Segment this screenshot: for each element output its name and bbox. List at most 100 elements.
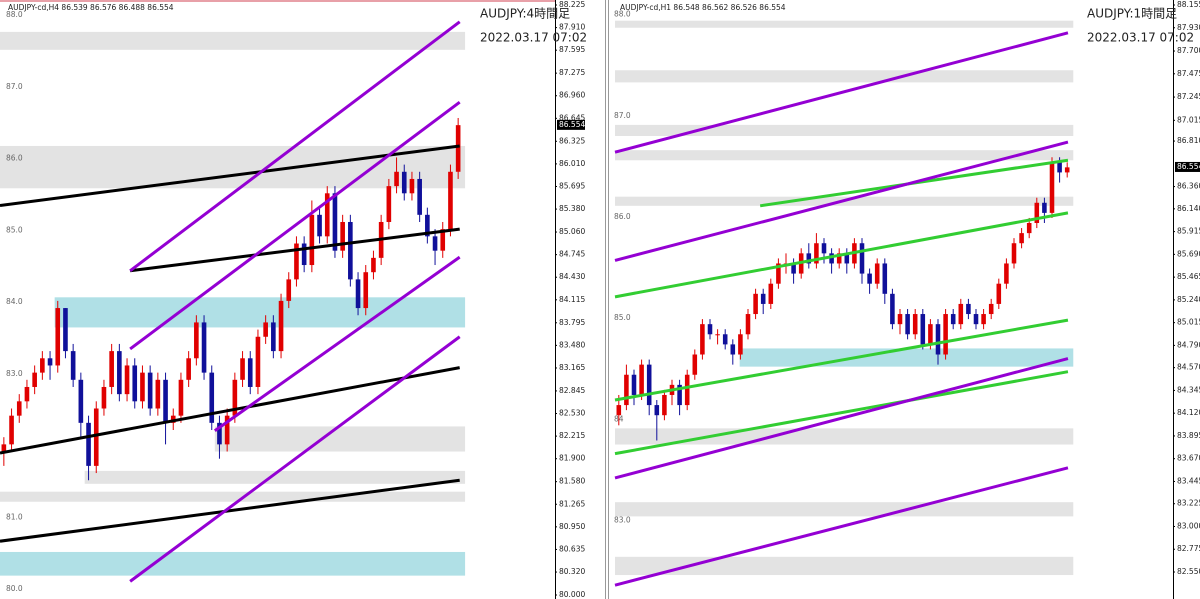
y-tick-label: 80.635 bbox=[559, 544, 585, 553]
candle-body bbox=[178, 379, 184, 416]
candle-body bbox=[950, 314, 956, 325]
y-tick-label: 84.115 bbox=[559, 295, 585, 304]
candle-body bbox=[386, 186, 392, 222]
candle-body bbox=[1064, 167, 1070, 173]
trendline bbox=[0, 478, 460, 543]
y-tick-label: 84.570 bbox=[1177, 363, 1200, 372]
y-tick-label: 86.960 bbox=[559, 91, 585, 100]
candle-body bbox=[232, 379, 238, 416]
zone bbox=[615, 124, 1074, 137]
annotation: 2022.03.17 07:02 bbox=[1087, 31, 1194, 45]
candle-body bbox=[86, 422, 91, 466]
y-tick-label: 83.000 bbox=[1177, 521, 1200, 530]
candle-body bbox=[224, 415, 230, 445]
candle-body bbox=[776, 263, 781, 284]
zone bbox=[615, 150, 1074, 161]
y-tick-label: 85.465 bbox=[1177, 272, 1200, 281]
y-tick-label: 80.320 bbox=[559, 567, 585, 576]
trendline bbox=[129, 335, 461, 583]
candle-body bbox=[646, 364, 652, 406]
y-tick-label: 83.225 bbox=[1177, 499, 1200, 508]
candle-body bbox=[309, 214, 315, 266]
y-tick-label: 83.670 bbox=[1177, 454, 1200, 463]
candle-body bbox=[271, 322, 276, 352]
zone bbox=[615, 20, 1074, 28]
current-price-label: 86.554 bbox=[1177, 162, 1200, 171]
candle-body bbox=[448, 171, 453, 230]
candle-body bbox=[409, 178, 415, 194]
y-tick-label: 87.595 bbox=[559, 45, 585, 54]
trendline bbox=[614, 318, 1069, 402]
annotation: 2022.03.17 07:02 bbox=[480, 31, 587, 45]
candle-body bbox=[631, 374, 637, 395]
candle-body bbox=[867, 273, 872, 284]
y-tick-label: 85.695 bbox=[559, 181, 585, 190]
candle-body bbox=[217, 422, 222, 445]
candle-body bbox=[988, 303, 994, 315]
candle-body bbox=[63, 308, 68, 352]
candle-body bbox=[340, 221, 345, 251]
candle-body bbox=[890, 293, 895, 325]
candle-body bbox=[324, 193, 330, 237]
candle-body bbox=[263, 322, 268, 337]
candle-body bbox=[912, 314, 918, 335]
level-label: 85.0 bbox=[6, 225, 23, 234]
candle-body bbox=[332, 193, 338, 251]
y-tick-label: 82.550 bbox=[1177, 567, 1200, 576]
candle-body bbox=[1, 444, 7, 452]
candle-body bbox=[24, 386, 30, 402]
candle-body bbox=[209, 372, 215, 423]
candle-body bbox=[684, 374, 690, 406]
candle-body bbox=[768, 283, 774, 304]
candle-body bbox=[882, 263, 888, 294]
trendline bbox=[614, 357, 1069, 480]
candle-body bbox=[745, 314, 751, 335]
zone bbox=[84, 470, 466, 484]
candle-body bbox=[920, 314, 926, 345]
y-tick-label: 85.915 bbox=[1177, 227, 1200, 236]
y-tick-label: 87.475 bbox=[1177, 69, 1200, 78]
level-label: 80.0 bbox=[6, 584, 23, 593]
candle-body bbox=[124, 365, 130, 395]
candle-body bbox=[935, 324, 941, 355]
candle-body bbox=[874, 263, 880, 284]
candle-body bbox=[981, 314, 986, 325]
candle-body bbox=[760, 293, 766, 304]
candle-body bbox=[40, 358, 45, 373]
candle-body bbox=[132, 365, 138, 402]
trendline bbox=[213, 255, 461, 432]
candle-body bbox=[70, 351, 76, 380]
candle-body bbox=[170, 415, 176, 423]
trendline bbox=[614, 140, 1069, 262]
trendline bbox=[0, 366, 460, 455]
y-tick-label: 82.775 bbox=[1177, 544, 1200, 553]
candle-body bbox=[1004, 263, 1009, 284]
candle-body bbox=[194, 322, 199, 359]
y-tick-label: 87.275 bbox=[559, 68, 585, 77]
plot-area: 88.0 87.0 86.0 85.0 84.0 83.0 81.0 80.0 bbox=[0, 10, 466, 593]
y-tick-label: 87.930 bbox=[1177, 23, 1200, 32]
candle-body bbox=[286, 279, 292, 301]
level-label: 84.0 bbox=[6, 297, 23, 306]
zone bbox=[214, 426, 466, 452]
candle-body bbox=[654, 405, 660, 416]
candle-body bbox=[905, 314, 910, 335]
candle-body bbox=[9, 415, 14, 445]
candle-body bbox=[247, 358, 253, 387]
y-tick-label: 84.120 bbox=[1177, 408, 1200, 417]
zone bbox=[615, 556, 1074, 576]
candle-body bbox=[78, 379, 84, 423]
candle-body bbox=[624, 374, 629, 406]
candle-body bbox=[829, 253, 834, 264]
y-tick-label: 88.155 bbox=[1177, 0, 1200, 9]
candle-body bbox=[1011, 243, 1017, 264]
candle-body bbox=[425, 214, 430, 237]
y-tick-label: 86.325 bbox=[559, 136, 585, 145]
candle-body bbox=[996, 283, 1002, 304]
candle-body bbox=[1026, 222, 1032, 234]
candle-body bbox=[348, 221, 353, 280]
candle-body bbox=[355, 279, 361, 309]
y-tick-label: 88.225 bbox=[559, 0, 585, 9]
y-tick-label: 85.240 bbox=[1177, 295, 1200, 304]
candle-body bbox=[692, 354, 698, 375]
